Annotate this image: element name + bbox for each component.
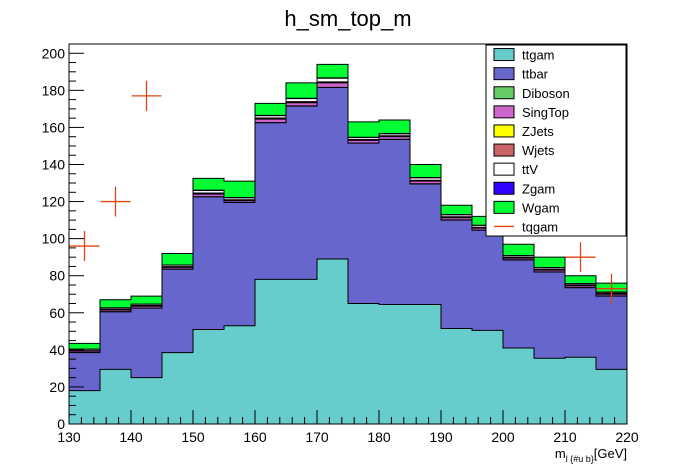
y-tick-label: 100: [42, 231, 66, 247]
legend-entry: Diboson: [493, 86, 570, 101]
legend-label: SingTop: [522, 105, 569, 120]
legend-label: tqgam: [522, 219, 558, 234]
legend-entry: Wjets: [493, 143, 555, 158]
signal-point: [565, 242, 596, 273]
x-tick-label: 140: [119, 429, 143, 445]
signal-markers: [69, 80, 627, 304]
y-tick-label: 0: [57, 416, 65, 432]
legend-entry: ttV: [493, 162, 538, 177]
y-tick-label: 120: [42, 194, 66, 210]
x-tick-label: 220: [615, 429, 639, 445]
legend-label: Zgam: [522, 181, 555, 196]
x-tick-label: 170: [305, 429, 329, 445]
x-tick-label: 180: [367, 429, 391, 445]
signal-point: [596, 273, 627, 304]
legend-label: ttV: [522, 162, 538, 177]
legend-label: Wjets: [522, 143, 555, 158]
legend-entry: SingTop: [493, 105, 569, 120]
legend-entry: Zgam: [493, 181, 555, 196]
histogram-stack: [68, 63, 628, 425]
y-tick-label: 160: [42, 119, 66, 135]
plot-frame: [68, 43, 628, 425]
y-tick-label: 140: [42, 156, 66, 172]
x-tick-label: 190: [429, 429, 453, 445]
y-tick-label: 40: [49, 342, 65, 358]
legend-label: ttbar: [522, 67, 549, 82]
legend-entry: ttbar: [493, 67, 549, 82]
signal-point: [69, 231, 100, 262]
stack-ttgam: [68, 258, 628, 425]
y-tick-label: 200: [42, 45, 66, 61]
signal-point: [131, 80, 162, 111]
axes: 0 20 40 60 80 100 120 140 160 180 200 130 140 150 160 1…: [42, 43, 639, 445]
legend-entry: ZJets: [493, 124, 554, 139]
legend-entry: ttgam: [493, 48, 555, 63]
y-tick-label: 60: [49, 305, 65, 321]
x-tick-label: 130: [57, 429, 81, 445]
legend-label: ttgam: [522, 48, 555, 63]
legend-label: ZJets: [522, 124, 554, 139]
x-tick-label: 160: [243, 429, 267, 445]
x-tick-label: 210: [553, 429, 577, 445]
y-tick-label: 80: [49, 268, 65, 284]
y-tick-label: 20: [49, 379, 65, 395]
x-tick-label: 200: [491, 429, 515, 445]
legend-label: Diboson: [522, 86, 570, 101]
signal-point: [100, 186, 131, 217]
chart-title: h_sm_top_m: [284, 6, 411, 31]
legend: ttgam ttbar Diboson SingTop ZJets Wjets ttV Zga…: [485, 44, 627, 237]
x-axis-label: ml {#u b}[GeV]: [555, 446, 627, 464]
legend-entry: Wgam: [493, 200, 560, 215]
y-tick-label: 180: [42, 82, 66, 98]
legend-label: Wgam: [522, 200, 560, 215]
x-tick-label: 150: [181, 429, 205, 445]
legend-entry: tqgam: [494, 219, 558, 234]
